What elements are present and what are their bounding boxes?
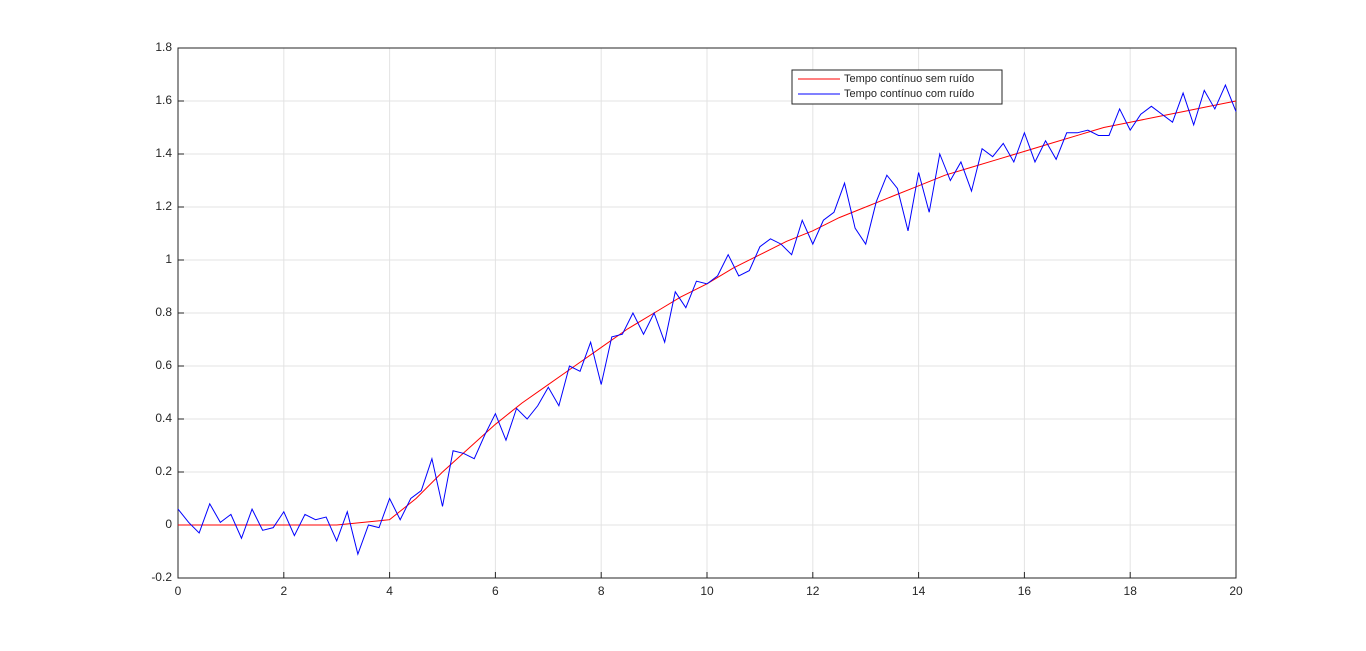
x-tick-label: 4 [386, 584, 393, 598]
x-tick-label: 6 [492, 584, 499, 598]
legend-label: Tempo contínuo sem ruído [844, 73, 974, 85]
x-tick-label: 12 [806, 584, 820, 598]
y-tick-label: 1 [165, 252, 172, 266]
y-tick-label: 1.8 [155, 40, 172, 54]
plot-frame [177, 47, 1237, 579]
legend: Tempo contínuo sem ruído Tempo contínuo c… [791, 69, 1003, 105]
x-tick-label: 18 [1124, 584, 1138, 598]
y-tick-label: 0.4 [155, 411, 172, 425]
x-tick-label: 16 [1018, 584, 1032, 598]
legend-box [791, 69, 1003, 105]
x-tick-label: 10 [700, 584, 714, 598]
data-line [177, 83, 1237, 556]
y-tick-label: 1.6 [155, 93, 172, 107]
x-tick-label: 2 [280, 584, 287, 598]
x-tick-label: 20 [1229, 584, 1243, 598]
y-tick-label: 0 [165, 517, 172, 531]
legend-label: Tempo contínuo com ruído [844, 88, 974, 100]
y-tick-label: 1.4 [155, 146, 172, 160]
y-tick-label: 1.2 [155, 199, 172, 213]
x-tick-label: 8 [598, 584, 605, 598]
x-tick-label: 0 [175, 584, 182, 598]
y-tick-label: -0.2 [151, 570, 172, 584]
y-tick-label: 0.6 [155, 358, 172, 372]
x-tick-label: 14 [912, 584, 926, 598]
y-tick-label: 0.2 [155, 464, 172, 478]
y-tick-label: 0.8 [155, 305, 172, 319]
